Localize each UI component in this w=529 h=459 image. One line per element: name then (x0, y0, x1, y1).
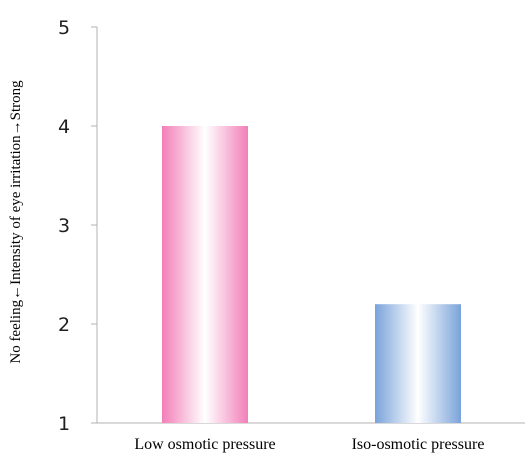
y-ticks: 1 2 3 4 5 (58, 17, 97, 435)
y-tick-label: 5 (58, 17, 70, 39)
y-axis-label: No feeling←Intensity of eye irritation→S… (8, 80, 24, 364)
y-tick-label: 4 (58, 116, 70, 138)
category-label: Low osmotic pressure (134, 436, 275, 453)
y-tick-label: 3 (58, 215, 70, 237)
category-labels: Low osmotic pressure Iso-osmotic pressure (134, 436, 484, 453)
y-tick-label: 1 (58, 413, 70, 435)
bar-iso-osmotic (375, 304, 461, 423)
y-tick-label: 2 (58, 314, 70, 336)
bar-low-osmotic (162, 126, 248, 423)
category-label: Iso-osmotic pressure (352, 436, 485, 453)
bars (162, 126, 461, 423)
